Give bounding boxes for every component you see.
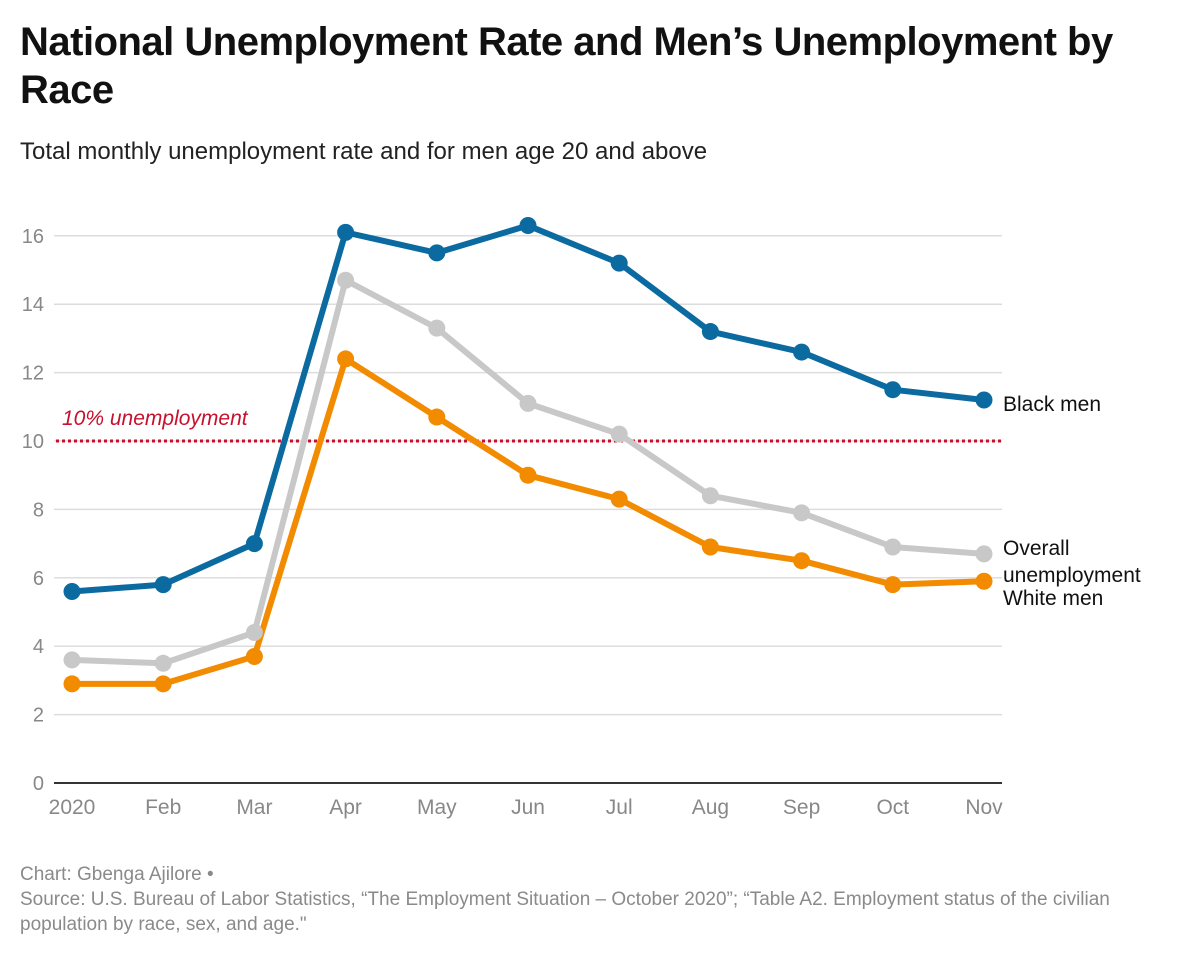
reference-line-label: 10% unemployment	[62, 407, 249, 430]
data-point-overall-unemployment	[884, 538, 902, 556]
x-tick-label: Oct	[876, 796, 909, 819]
x-tick-label: Sep	[783, 796, 820, 819]
data-point-black-men	[793, 343, 811, 361]
data-point-overall-unemployment	[610, 425, 628, 443]
y-tick-label: 16	[22, 226, 44, 248]
data-point-white-men	[793, 552, 811, 570]
y-tick-label: 0	[33, 773, 44, 795]
y-tick-label: 10	[22, 431, 44, 453]
x-tick-label: Feb	[145, 796, 181, 819]
x-tick-label: Aug	[692, 796, 729, 819]
chart-footer: Chart: Gbenga Ajilore • Source: U.S. Bur…	[20, 862, 1180, 937]
data-point-white-men	[610, 490, 628, 508]
chart-source: Source: U.S. Bureau of Labor Statistics,…	[20, 889, 1110, 935]
x-axis-ticks: 2020 Feb Mar Apr May Jun Jul Aug Sep Oct Nov	[49, 796, 1004, 819]
y-tick-label: 8	[33, 499, 44, 521]
data-point-white-men	[701, 538, 719, 556]
data-point-white-men	[154, 675, 172, 693]
data-point-white-men	[519, 466, 537, 484]
data-point-overall-unemployment	[63, 651, 81, 669]
series-lines	[69, 222, 987, 687]
data-point-white-men	[428, 408, 446, 426]
x-tick-label: 2020	[49, 796, 96, 819]
data-point-black-men	[975, 391, 993, 409]
chart-subtitle: Total monthly unemployment rate and for …	[20, 138, 708, 165]
x-tick-label: Jun	[511, 796, 545, 819]
series-label-overall-unemployment: Overall unemployment	[1003, 537, 1141, 587]
data-point-overall-unemployment	[701, 487, 719, 505]
x-tick-label: Mar	[236, 796, 272, 819]
y-tick-label: 4	[33, 636, 44, 658]
series-label-black-men: Black men	[1003, 393, 1101, 416]
data-point-black-men	[701, 323, 719, 341]
y-tick-label: 6	[33, 568, 44, 590]
y-axis-ticks: 0 2 4 6 8 10 12 14 16	[22, 226, 44, 795]
data-point-overall-unemployment	[337, 271, 355, 289]
data-point-black-men	[884, 381, 902, 399]
data-point-black-men	[610, 254, 628, 272]
x-tick-label: May	[417, 796, 457, 819]
x-tick-label: Apr	[329, 796, 362, 819]
x-tick-label: Nov	[965, 796, 1003, 819]
data-point-black-men	[63, 582, 81, 600]
x-tick-label: Jul	[606, 796, 633, 819]
data-point-overall-unemployment	[975, 545, 993, 563]
series-label-white-men: White men	[1003, 587, 1103, 610]
y-tick-label: 2	[33, 705, 44, 727]
y-tick-label: 12	[22, 363, 44, 385]
data-point-overall-unemployment	[428, 319, 446, 337]
data-point-black-men	[245, 535, 263, 553]
data-point-white-men	[63, 675, 81, 693]
data-point-black-men	[428, 244, 446, 262]
chart-credit: Chart: Gbenga Ajilore •	[20, 864, 214, 885]
data-point-white-men	[884, 576, 902, 594]
data-point-overall-unemployment	[793, 504, 811, 522]
reference-line-group: 10% unemployment	[56, 407, 1002, 443]
data-point-black-men	[337, 223, 355, 241]
data-point-white-men	[245, 647, 263, 665]
series-points	[63, 217, 993, 693]
data-point-black-men	[154, 576, 172, 594]
data-point-black-men	[519, 217, 537, 235]
data-point-white-men	[337, 350, 355, 368]
data-point-overall-unemployment	[245, 624, 263, 642]
data-point-overall-unemployment	[154, 654, 172, 672]
chart-title: National Unemployment Rate and Men’s Une…	[20, 20, 1113, 112]
data-point-overall-unemployment	[519, 394, 537, 412]
data-point-white-men	[975, 572, 993, 590]
y-tick-label: 14	[22, 294, 44, 316]
